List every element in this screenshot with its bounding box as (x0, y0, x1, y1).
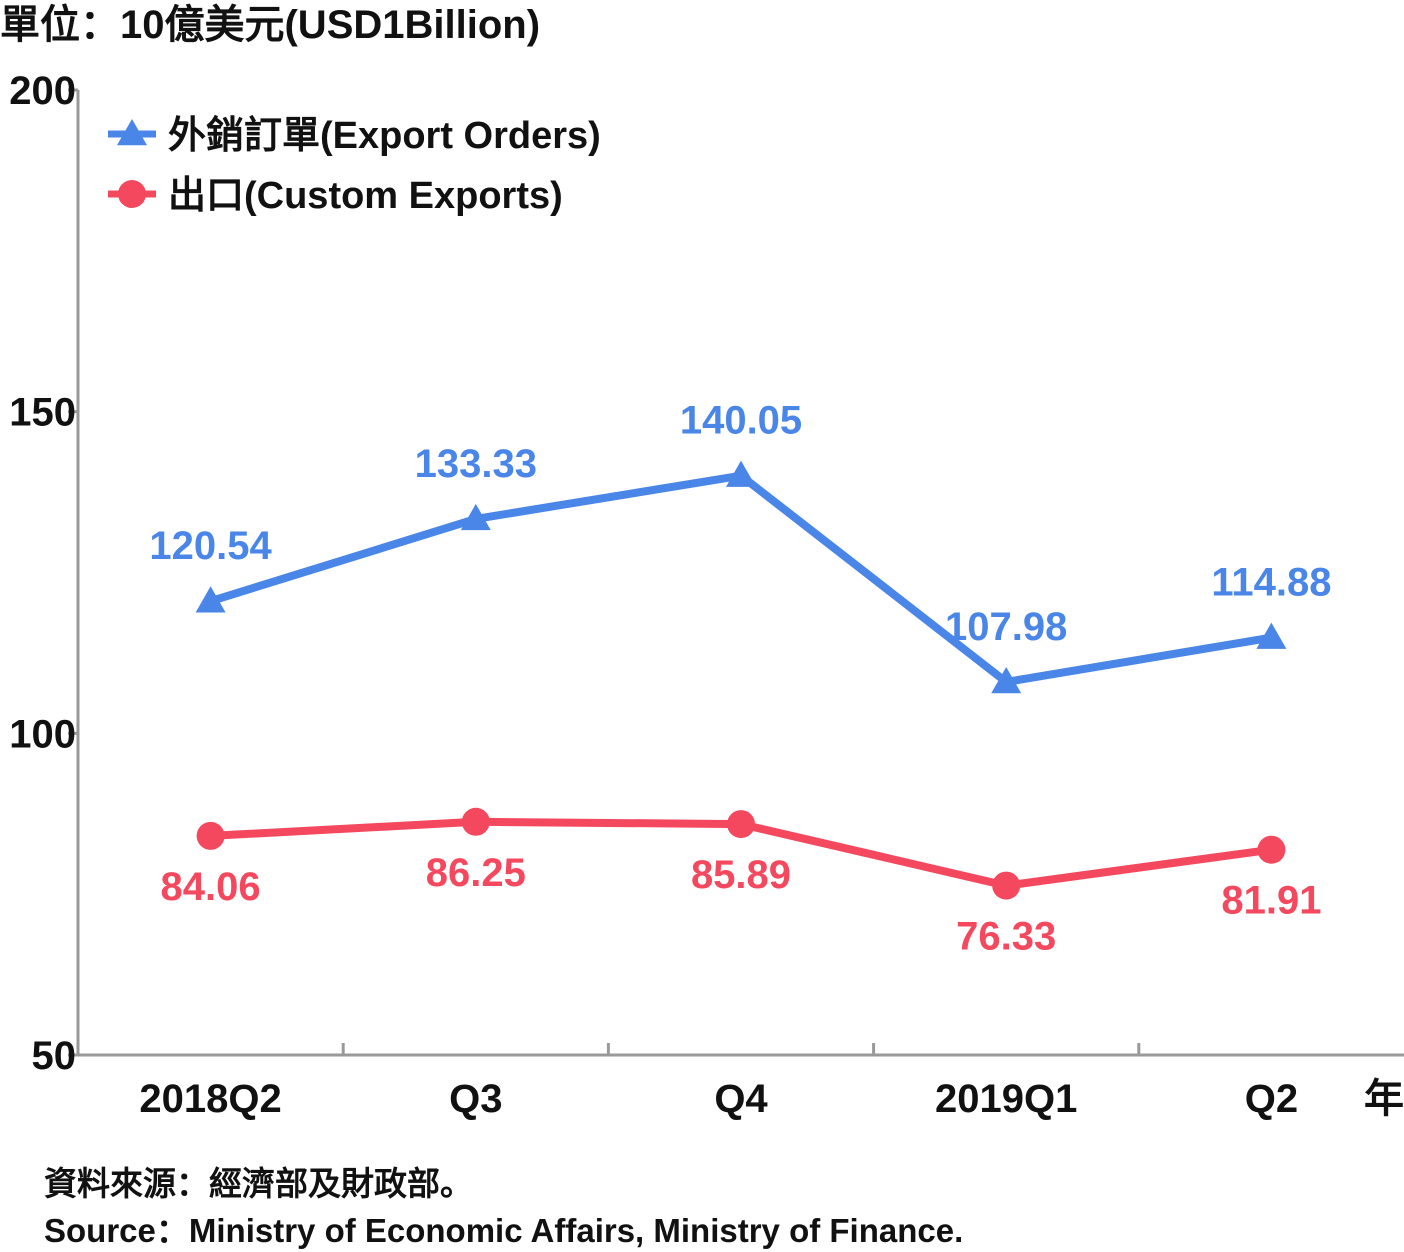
markers (195, 460, 1287, 900)
x-category-label: Q2 (1245, 1077, 1298, 1121)
series-line (209, 471, 1273, 686)
x-category-label: Q4 (714, 1077, 768, 1121)
data-label: 85.89 (691, 853, 791, 897)
y-tick-labels: 50 100 150 200 (9, 69, 76, 1078)
legend-marker (117, 119, 147, 146)
line-chart: 單位：10億美元(USD1Billion) 50 100 150 200 2018Q2… (0, 3, 1404, 1121)
data-label: 133.33 (415, 442, 537, 486)
data-label: 81.91 (1221, 879, 1321, 923)
x-category-label: 2019Q1 (935, 1077, 1077, 1121)
data-point-marker (992, 871, 1021, 900)
data-labels: 120.54 133.33 140.05 107.98 114.88 84.06 86.25… (149, 399, 1331, 959)
x-category-label: 2018Q2 (139, 1077, 281, 1121)
y-tick-label: 100 (9, 712, 76, 756)
y-tick-label: 200 (9, 69, 76, 113)
data-label: 140.05 (680, 399, 802, 443)
data-point-marker (727, 810, 755, 839)
source-line-chinese: 資料來源：經濟部及財政部。 (44, 1165, 473, 1202)
data-point-marker (195, 586, 226, 613)
x-category-label: Q3 (449, 1077, 502, 1121)
unit-label: 單位：10億美元(USD1Billion) (0, 3, 540, 47)
legend-label: 外銷訂單(Export Orders) (168, 115, 601, 157)
data-label: 86.25 (426, 851, 526, 895)
axes (68, 88, 1404, 1057)
y-tick-label: 150 (9, 391, 76, 435)
data-label: 107.98 (945, 605, 1067, 649)
data-point-marker (460, 503, 491, 531)
source-line-english: Source：Ministry of Economic Affairs, Min… (44, 1212, 964, 1249)
legend-label: 出口(Custom Exports) (168, 175, 563, 217)
data-label: 84.06 (161, 865, 261, 909)
data-label: 76.33 (956, 915, 1056, 959)
x-axis-unit-label: 年 (1364, 1077, 1404, 1121)
data-point-marker (1257, 835, 1286, 864)
data-point-marker (991, 666, 1022, 694)
data-point-marker (1256, 622, 1287, 649)
legend: 外銷訂單(Export Orders) 出口(Custom Exports) (108, 115, 601, 217)
data-point-marker (726, 460, 756, 487)
data-label: 120.54 (149, 524, 272, 568)
data-label: 114.88 (1211, 561, 1331, 605)
y-tick-label: 50 (32, 1034, 77, 1078)
x-category-labels: 2018Q2 Q3 Q4 2019Q1 Q2 年 (139, 1077, 1404, 1121)
legend-marker (118, 180, 146, 208)
data-point-marker (461, 807, 490, 836)
data-point-marker (196, 821, 225, 850)
